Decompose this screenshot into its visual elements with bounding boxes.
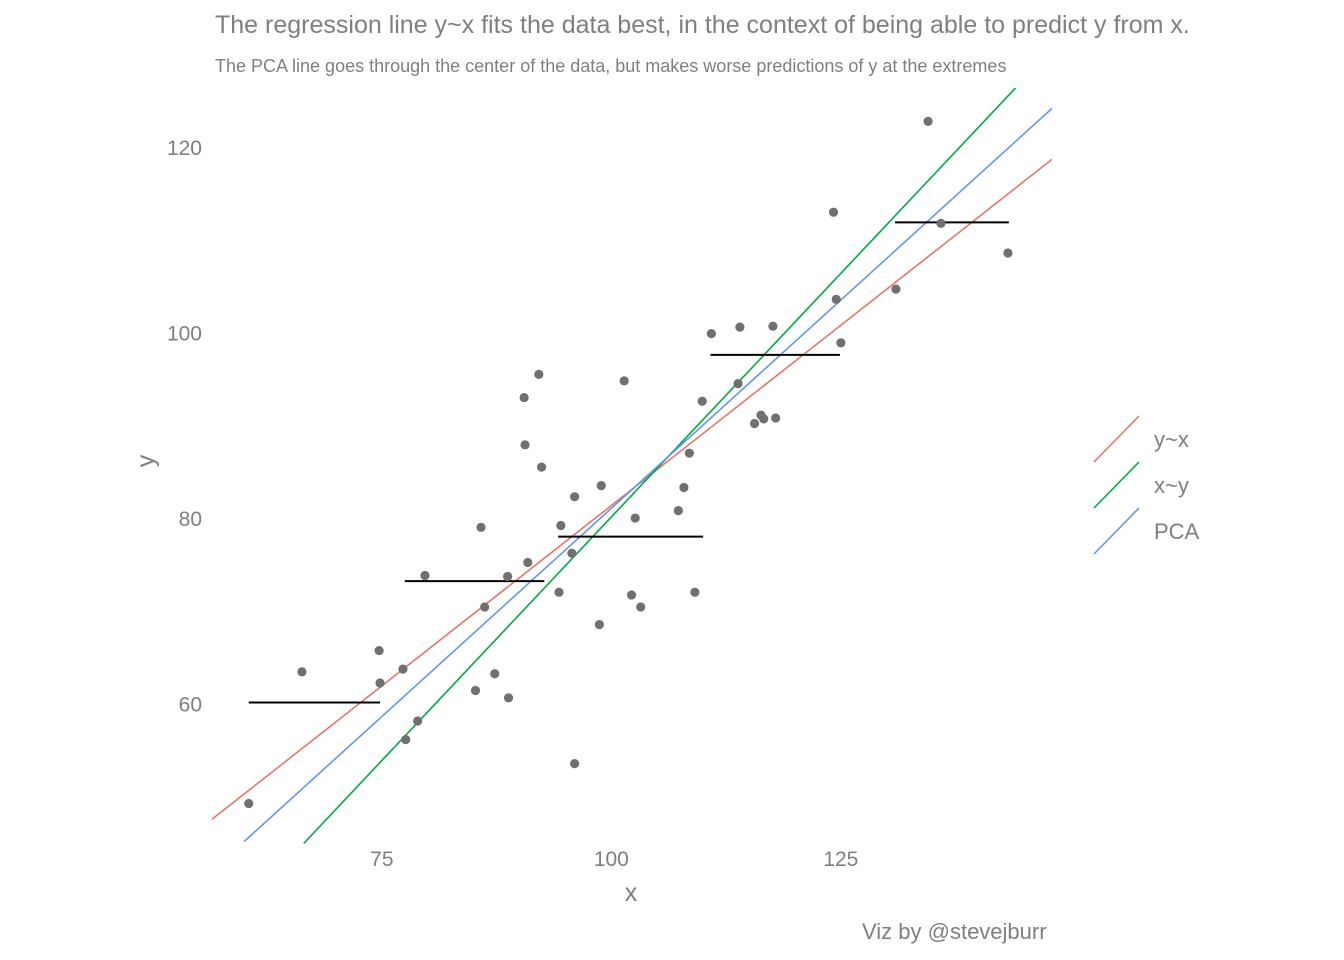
data-point [594, 620, 605, 630]
data-point [490, 669, 500, 679]
data-point [480, 602, 490, 612]
data-point [626, 590, 637, 600]
data-point [733, 379, 743, 389]
data-point [673, 506, 683, 516]
legend-key-pca [1093, 507, 1140, 555]
fit-line-pca [243, 107, 1052, 843]
data-point [619, 376, 629, 386]
legend: y~x x~y PCA [1093, 415, 1200, 555]
data-point [536, 462, 547, 472]
legend-key-xy [1093, 461, 1140, 509]
data-point [503, 693, 514, 703]
data-point [244, 798, 254, 809]
data-point [413, 716, 423, 726]
y-tick-label: 60 [179, 693, 202, 716]
data-point [891, 284, 901, 294]
data-point [420, 570, 430, 581]
data-point [375, 678, 385, 688]
data-point [936, 218, 946, 228]
data-point [554, 587, 564, 597]
data-point [556, 520, 566, 531]
data-point [503, 571, 513, 582]
y-axis-label: y [132, 454, 160, 467]
data-point [534, 369, 544, 379]
data-point [567, 548, 577, 558]
data-point [831, 294, 841, 304]
data-point [749, 418, 760, 429]
legend-label: y~x [1154, 427, 1189, 452]
chart-subtitle: The PCA line goes through the center of … [215, 56, 1007, 76]
legend-label: PCA [1154, 519, 1200, 544]
x-axis-label: x [625, 879, 638, 907]
data-point [706, 329, 717, 339]
data-point [523, 557, 533, 568]
data-point [1003, 248, 1013, 258]
data-point [297, 667, 307, 677]
data-point [735, 322, 745, 332]
y-tick-label: 100 [167, 323, 202, 346]
data-point [759, 414, 769, 424]
data-point [570, 492, 580, 502]
data-point [828, 207, 839, 217]
data-point [697, 396, 707, 406]
data-point [771, 413, 781, 423]
data-point [374, 645, 384, 656]
data-point [679, 482, 689, 493]
data-point [570, 759, 580, 769]
legend-key-yx [1093, 415, 1140, 463]
y-axis-ticks: 60 80 100 120 [167, 137, 202, 716]
data-point [401, 734, 411, 745]
x-tick-label: 125 [823, 848, 858, 871]
data-point [476, 522, 486, 532]
legend-label: x~y [1154, 473, 1189, 498]
x-tick-label: 75 [370, 848, 393, 871]
x-tick-label: 100 [594, 848, 629, 871]
data-point [684, 448, 694, 458]
data-points [244, 116, 1013, 809]
data-point [519, 392, 529, 403]
chart-caption: Viz by @stevejburr [862, 919, 1047, 944]
chart-title: The regression line y~x fits the data be… [215, 11, 1190, 39]
data-point [768, 321, 778, 331]
bin-mean-segments [248, 221, 1009, 704]
data-point [923, 116, 933, 126]
x-axis-ticks: 75 100 125 [370, 848, 858, 871]
data-point [636, 602, 646, 612]
data-point [630, 513, 640, 523]
data-point [470, 685, 481, 696]
data-point [520, 440, 530, 450]
data-point [398, 664, 408, 674]
fit-lines [212, 88, 1052, 844]
data-point [836, 338, 846, 348]
data-point [690, 587, 700, 597]
y-tick-label: 80 [179, 508, 202, 531]
y-tick-label: 120 [167, 137, 202, 160]
data-point [596, 481, 606, 491]
